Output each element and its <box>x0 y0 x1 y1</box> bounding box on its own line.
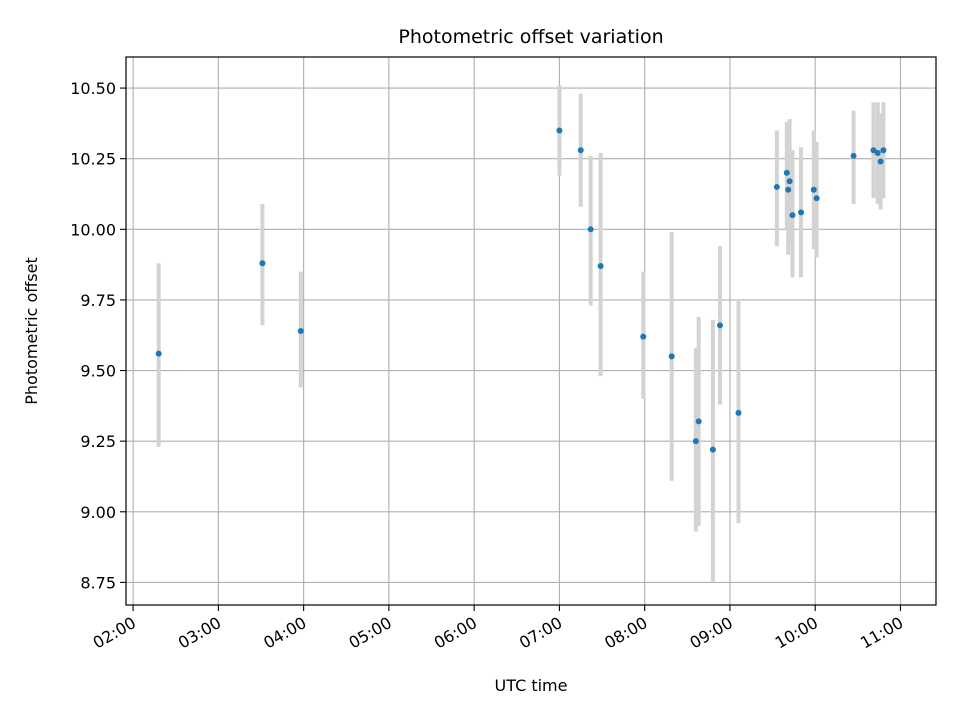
data-point <box>789 212 796 219</box>
data-point <box>695 418 702 425</box>
data-point <box>709 446 716 453</box>
data-point <box>556 127 563 134</box>
data-point <box>870 147 877 154</box>
data-point <box>783 169 790 176</box>
data-point <box>874 150 881 157</box>
data-point <box>668 353 675 360</box>
y-tick-label: 9.75 <box>80 291 116 310</box>
data-point <box>813 195 820 202</box>
data-point <box>877 158 884 165</box>
data-points <box>155 127 887 453</box>
data-point <box>577 147 584 154</box>
data-point <box>717 322 723 329</box>
data-point <box>587 226 594 233</box>
data-point <box>597 263 604 270</box>
data-point <box>692 438 699 445</box>
data-point <box>786 178 793 185</box>
y-tick-label: 8.75 <box>80 573 116 592</box>
data-point <box>640 333 647 340</box>
chart-title: Photometric offset variation <box>398 26 663 48</box>
data-point <box>850 152 857 159</box>
y-tick-label: 9.50 <box>80 362 116 381</box>
data-point <box>810 186 817 193</box>
data-point <box>735 409 742 416</box>
y-tick-label: 10.00 <box>70 220 116 239</box>
plot-frame <box>125 56 937 606</box>
data-point <box>155 350 162 357</box>
x-axis-label: UTC time <box>495 676 568 695</box>
data-point <box>297 328 304 334</box>
data-point <box>773 183 780 190</box>
data-point <box>798 209 804 216</box>
y-tick-label: 10.50 <box>70 79 116 98</box>
y-axis: 8.75 9.00 9.25 9.50 9.75 10.00 10.25 10.50 <box>70 79 126 592</box>
y-axis-label: Photometric offset <box>22 257 41 405</box>
data-point <box>880 147 887 154</box>
data-point <box>259 260 266 267</box>
y-tick-label: 9.25 <box>80 432 116 451</box>
data-point <box>785 186 792 193</box>
y-tick-label: 10.25 <box>70 150 116 169</box>
y-tick-label: 9.00 <box>80 503 116 522</box>
